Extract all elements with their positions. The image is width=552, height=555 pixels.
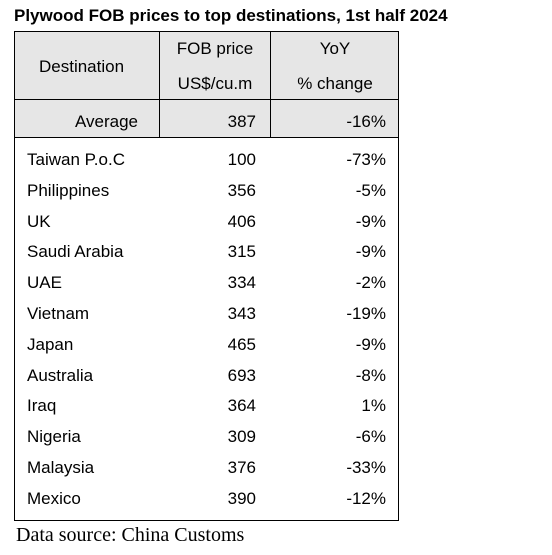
- average-label: Average: [75, 112, 139, 131]
- row-yoy: -2%: [355, 273, 386, 293]
- row-price: 356: [227, 180, 256, 200]
- row-destination: Nigeria: [27, 427, 81, 447]
- row-price: 693: [227, 365, 256, 385]
- row-price: 364: [227, 396, 256, 416]
- row-destination: UAE: [27, 273, 62, 293]
- row-price: 343: [227, 304, 256, 323]
- row-destination: UK: [27, 211, 51, 231]
- column-divider: [159, 32, 160, 137]
- row-yoy: -19%: [346, 304, 386, 323]
- row-destination: Philippines: [27, 180, 110, 200]
- row-destination: Mexico: [27, 488, 81, 508]
- row-yoy: -9%: [355, 211, 386, 231]
- row-price: 100: [227, 150, 256, 169]
- row-yoy: -5%: [355, 180, 386, 200]
- header-price-line2: US$/cu.m: [177, 74, 253, 93]
- row-price: 309: [227, 427, 256, 447]
- row-destination: Iraq: [27, 396, 57, 416]
- row-destination: Saudi Arabia: [27, 242, 124, 262]
- average-yoy: -16%: [346, 112, 386, 131]
- row-price: 334: [227, 273, 256, 293]
- column-divider: [270, 32, 271, 137]
- row-yoy: -6%: [355, 427, 386, 447]
- header-price-line1: FOB price: [176, 39, 254, 58]
- row-yoy: -33%: [346, 458, 386, 477]
- row-price: 465: [227, 334, 256, 354]
- row-price: 390: [227, 488, 256, 508]
- row-yoy: -8%: [355, 365, 386, 385]
- price-table: Destination FOB price US$/cu.m YoY % cha…: [14, 31, 399, 521]
- row-yoy: -12%: [346, 488, 386, 508]
- row-destination: Taiwan P.o.C: [27, 150, 125, 169]
- header-destination: Destination: [39, 57, 125, 76]
- average-price: 387: [227, 112, 256, 131]
- header-yoy-line1: YoY: [319, 39, 351, 58]
- table-header: [15, 32, 398, 100]
- row-destination: Vietnam: [27, 304, 90, 323]
- row-price: 315: [227, 242, 256, 262]
- row-yoy: -73%: [346, 150, 386, 169]
- row-destination: Japan: [27, 334, 74, 354]
- row-destination: Malaysia: [27, 458, 95, 477]
- row-price: 406: [227, 211, 256, 231]
- row-yoy: 1%: [361, 396, 386, 416]
- average-row: [15, 100, 398, 138]
- header-yoy-line2: % change: [297, 74, 373, 93]
- row-destination: Australia: [27, 365, 94, 385]
- row-yoy: -9%: [355, 334, 386, 354]
- table-title: Plywood FOB prices to top destinations, …: [14, 6, 448, 25]
- data-source: Data source: China Customs: [16, 524, 245, 546]
- row-price: 376: [227, 458, 256, 477]
- row-yoy: -9%: [355, 242, 386, 262]
